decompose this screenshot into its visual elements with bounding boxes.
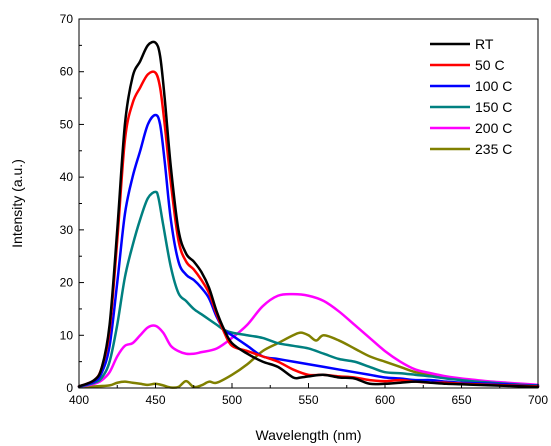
x-tick-label: 700 <box>528 393 548 407</box>
legend: RT 50 C 100 C 150 C 200 C 235 C <box>430 36 512 157</box>
series-line-150-c <box>77 190 540 389</box>
series-line-50-c <box>77 70 540 388</box>
x-axis-label: Wavelength (nm) <box>255 427 361 443</box>
series-line-100-c <box>77 113 540 388</box>
legend-label-100-c: 100 C <box>475 78 512 94</box>
x-tick-label: 600 <box>375 393 395 407</box>
legend-label-200-c: 200 C <box>475 120 512 136</box>
legend-label-150-c: 150 C <box>475 99 512 115</box>
y-tick-label: 20 <box>60 276 74 290</box>
x-axis: 400 450 500 550 600 650 700 <box>69 383 548 407</box>
y-tick-label: 30 <box>60 223 74 237</box>
y-tick-label: 50 <box>60 117 74 131</box>
y-tick-label: 60 <box>60 65 74 79</box>
x-tick-label: 450 <box>145 393 165 407</box>
legend-label-235-c: 235 C <box>475 141 512 157</box>
legend-label-50-c: 50 C <box>475 57 505 73</box>
y-tick-label: 70 <box>60 12 74 26</box>
x-tick-label: 400 <box>69 393 89 407</box>
legend-label-rt: RT <box>475 36 494 52</box>
y-axis-label: Intensity (a.u.) <box>9 159 25 248</box>
y-tick-label: 40 <box>60 170 74 184</box>
series-line-rt <box>77 40 540 389</box>
plot-lines <box>77 40 540 389</box>
y-tick-label: 10 <box>60 328 74 342</box>
series-line-200-c <box>77 292 540 389</box>
x-tick-label: 550 <box>298 393 318 407</box>
x-tick-label: 650 <box>451 393 471 407</box>
y-axis: 0 10 20 30 40 50 60 70 <box>60 12 84 395</box>
x-tick-label: 500 <box>222 393 242 407</box>
y-tick-label: 0 <box>66 381 73 395</box>
